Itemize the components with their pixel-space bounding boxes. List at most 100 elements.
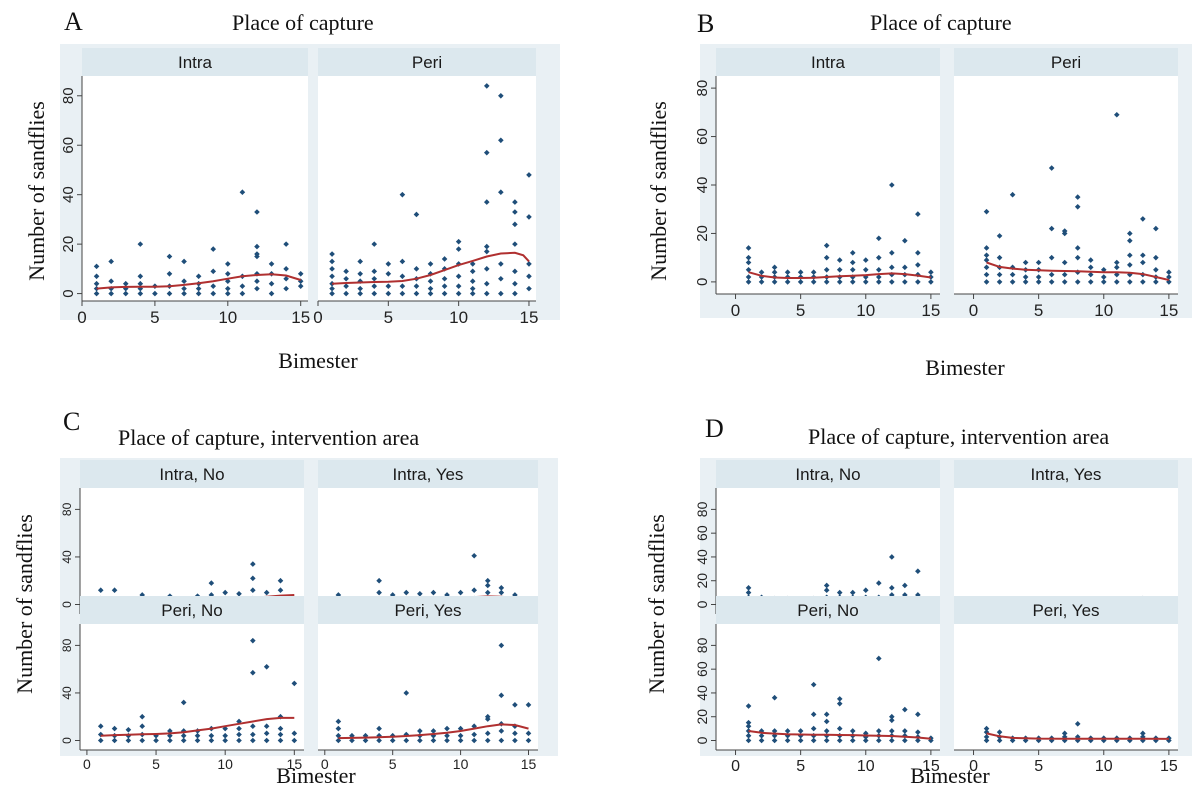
data-point [512,730,518,737]
y-tick-label: 80 [60,638,74,652]
data-point [441,283,448,289]
data-point [983,257,990,263]
data-point [413,266,420,272]
data-point [291,730,298,737]
facet-label: Intra, No [795,465,860,484]
data-point [93,290,100,297]
data-point [902,706,908,713]
data-point [1140,279,1146,285]
y-axis-title: Number of sandflies [644,514,669,694]
data-point [457,725,464,732]
data-point [745,703,752,709]
x-tick-label: 0 [731,301,740,320]
data-point [444,737,450,744]
data-point [430,732,437,739]
plot-area [954,488,1178,614]
data-point [902,237,908,244]
data-point [1009,271,1016,278]
data-point [1048,279,1055,285]
data-point [236,725,242,732]
data-point [483,243,490,250]
facet-peri-no: Peri, No 0 20 40 60 80 0 5 10 15 [694,596,940,775]
facet-strip [318,460,538,488]
data-point [823,242,830,249]
data-point [823,266,830,273]
facet-label: Peri, Yes [1032,601,1099,620]
data-point [1140,730,1146,737]
data-point [484,589,491,596]
data-point [430,737,437,744]
data-point [902,728,908,734]
facet-label: Peri, No [797,601,858,620]
data-point [745,266,752,273]
data-point [236,718,242,725]
data-point [97,587,104,594]
data-point [399,290,406,297]
data-point [902,582,908,589]
data-point [771,694,778,701]
x-tick-label: 5 [152,756,160,772]
data-point [745,728,752,734]
x-tick-label: 0 [321,756,329,772]
data-point [343,275,349,282]
data-point [983,737,990,744]
data-point [137,241,144,247]
data-point [823,728,830,734]
data-point [250,731,256,738]
data-point [810,725,817,732]
data-point [1127,279,1133,285]
x-axis-title: Bimester [278,348,358,373]
data-point [1127,237,1133,244]
data-point [250,737,256,744]
data-point [471,737,477,744]
data-point [983,725,990,732]
data-point [441,256,448,262]
x-tick-label: 10 [1094,301,1113,320]
data-point [208,732,215,739]
data-point [277,587,284,594]
data-point [983,734,990,740]
data-point [283,241,289,247]
data-point [1087,279,1094,285]
data-point [512,290,518,297]
y-tick-label: 20 [60,236,77,253]
data-point [810,269,817,275]
data-point [417,728,423,734]
plot-area [80,488,304,614]
panel-letter: D [705,414,724,443]
data-point [512,268,518,275]
data-point [483,248,490,255]
y-tick-label: 40 [694,549,710,565]
data-point [996,254,1003,261]
data-point [512,737,518,744]
data-point [335,732,342,739]
data-point [343,290,349,297]
data-point [263,737,270,744]
x-tick-label: 5 [389,756,397,772]
data-point [836,725,843,732]
data-point [108,290,114,297]
data-point [254,278,260,285]
data-point [889,554,895,560]
data-point [1074,279,1081,285]
x-tick-label: 5 [1034,301,1043,320]
data-point [349,737,355,744]
facet-strip [80,460,304,488]
data-point [166,290,173,297]
data-point [498,137,504,144]
panel-c: C Place of capture, intervention area Numb… [12,407,558,788]
facet-peri-yes: Peri, Yes 0 5 10 15 [318,596,538,772]
facet-strip [954,460,1178,488]
data-point [1074,204,1081,210]
facet-peri: Peri 0 5 10 15 [313,48,538,327]
data-point [329,285,335,292]
data-point [153,737,159,744]
data-point [457,589,464,596]
data-point [902,264,908,271]
data-point [810,737,817,744]
data-point [875,279,882,285]
data-point [357,285,363,292]
x-tick-label: 0 [77,308,86,327]
panel-title: Place of capture [232,10,374,35]
data-point [329,258,335,265]
